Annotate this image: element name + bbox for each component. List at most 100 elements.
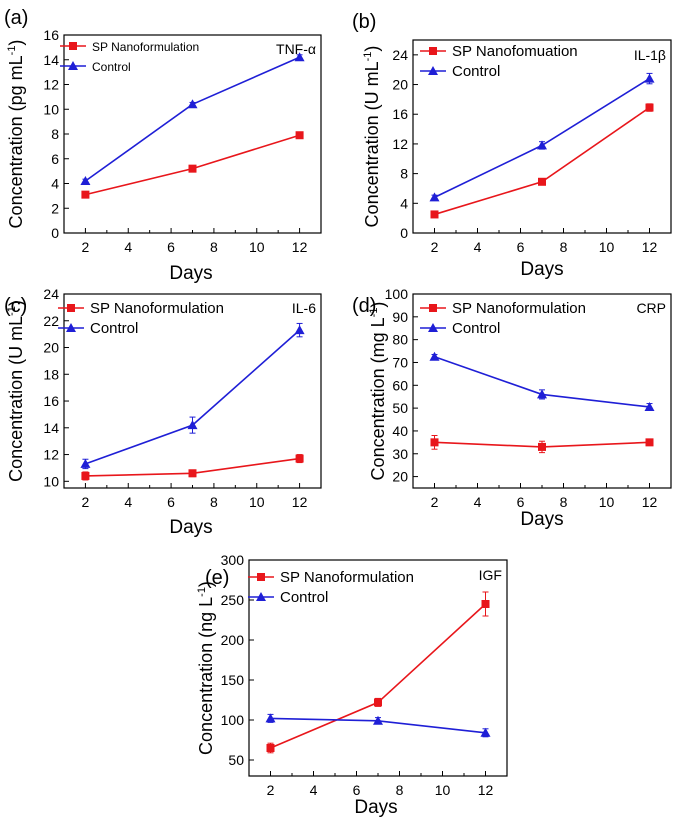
x-tick-label: 8	[210, 239, 218, 255]
y-axis-title: Concentration (pg mL-1)	[6, 40, 26, 229]
data-point-control	[373, 715, 383, 725]
y-tick-label: 100	[221, 712, 245, 728]
y-tick-label: 8	[400, 166, 408, 182]
data-point-sp	[430, 438, 439, 447]
y-tick-label: 150	[221, 672, 245, 688]
data-point-sp	[295, 131, 304, 140]
x-tick-label: 8	[560, 494, 568, 510]
data-point-control	[644, 73, 655, 83]
data-point-control	[537, 389, 547, 399]
data-point-sp	[538, 177, 546, 186]
y-tick-label: 60	[392, 377, 408, 393]
legend-entry: Control	[452, 63, 500, 80]
x-tick-label: 12	[642, 494, 658, 510]
legend-entry: Control	[90, 320, 138, 337]
data-point-control	[429, 192, 440, 202]
legend-marker	[429, 304, 437, 312]
data-point-sp	[295, 454, 304, 463]
data-point-sp	[81, 190, 90, 199]
data-point-sp	[645, 103, 654, 112]
x-tick-label: 2	[431, 239, 439, 255]
chart-panel-e: (e) 2 4 6 8 10 12 50 100 150 200 250 300 Days Concentr…	[196, 552, 508, 818]
y-tick-label: 2	[51, 200, 59, 216]
cytokine-tag: IL-1β	[634, 47, 666, 63]
y-tick-label: 80	[392, 332, 408, 348]
legend-entry: Control	[92, 60, 131, 74]
x-axis-title: Days	[169, 517, 212, 538]
data-point-control	[480, 727, 491, 737]
legend-entry: SP Nanoformulation	[280, 569, 414, 586]
x-tick-label: 6	[167, 494, 175, 510]
y-tick-label: 4	[51, 176, 59, 192]
x-tick-label: 8	[560, 239, 568, 255]
data-point-sp	[81, 471, 90, 480]
y-tick-label: 40	[392, 423, 408, 439]
y-tick-label: 100	[385, 286, 409, 302]
y-tick-label: 16	[43, 393, 59, 409]
y-tick-label: 22	[43, 313, 59, 329]
cytokine-tag: IL-6	[292, 300, 316, 316]
legend-marker	[256, 592, 266, 601]
data-point-sp	[481, 600, 490, 608]
cytokine-tag: IGF	[479, 567, 502, 583]
y-tick-label: 10	[43, 473, 59, 489]
data-point-control	[187, 420, 198, 430]
panel-label: (e)	[205, 567, 229, 589]
panel-label: (c)	[4, 295, 27, 317]
data-point-sp	[538, 442, 546, 451]
data-point-sp	[188, 469, 197, 478]
cytokine-tag: CRP	[636, 300, 666, 316]
legend-marker	[68, 61, 78, 70]
y-tick-label: 30	[392, 446, 408, 462]
x-axis-title: Days	[169, 263, 212, 284]
x-tick-label: 10	[249, 239, 265, 255]
y-axis-title: Concentration (U mL-1)	[6, 300, 26, 482]
y-tick-label: 8	[51, 126, 59, 142]
data-point-sp	[645, 438, 654, 447]
x-tick-label: 4	[124, 239, 132, 255]
y-tick-label: 14	[43, 420, 59, 436]
x-tick-label: 10	[599, 239, 615, 255]
y-tick-label: 12	[392, 136, 408, 152]
y-tick-label: 0	[51, 225, 59, 241]
y-tick-label: 0	[400, 225, 408, 241]
x-tick-label: 8	[396, 782, 404, 798]
y-tick-label: 10	[43, 101, 59, 117]
legend-entry: SP Nanofomuation	[452, 43, 578, 60]
y-tick-label: 12	[43, 77, 59, 93]
legend-entry: Control	[280, 589, 328, 606]
x-tick-label: 12	[292, 494, 308, 510]
x-tick-label: 12	[292, 239, 308, 255]
legend-marker	[69, 42, 77, 50]
y-tick-label: 20	[392, 77, 408, 93]
legend-entry: SP Nanoformulation	[92, 40, 199, 54]
data-point-control	[537, 140, 547, 150]
x-tick-label: 12	[642, 239, 658, 255]
y-tick-label: 300	[221, 552, 245, 568]
x-tick-label: 10	[435, 782, 451, 798]
y-tick-label: 24	[43, 286, 59, 302]
y-axis-title: Concentration (mg L-1)	[368, 302, 388, 481]
x-axis-title: Days	[520, 509, 563, 530]
y-tick-label: 18	[43, 366, 59, 382]
legend-marker	[428, 323, 438, 332]
chart-panel-a: (a) 2 4 6 8 10 12 0 2 4 6 8 10 12 14 16 Days Concentratio…	[4, 7, 322, 284]
y-tick-label: 4	[400, 195, 408, 211]
data-point-control	[265, 713, 276, 723]
x-tick-label: 10	[249, 494, 265, 510]
y-tick-label: 16	[392, 106, 408, 122]
chart-panel-b: (b)2 4 6 8 10 1204812162024DaysConcentration …	[352, 11, 672, 280]
chart-panel-d: (d) 2 4 6 8 10 12 20 30 40 50 60 70 80 90 100 Days Concen…	[352, 286, 672, 530]
y-tick-label: 90	[392, 309, 408, 325]
legend-entry: Control	[452, 320, 500, 337]
x-tick-label: 6	[353, 782, 361, 798]
y-tick-label: 14	[43, 52, 59, 68]
y-tick-label: 50	[392, 400, 408, 416]
x-tick-label: 8	[210, 494, 218, 510]
chart-panel-c: (c)2 4 6 8 10 121012141618202224DaysConcentra…	[4, 286, 322, 538]
x-tick-label: 2	[82, 494, 90, 510]
x-tick-label: 2	[82, 239, 90, 255]
x-tick-label: 12	[478, 782, 494, 798]
data-point-sp	[374, 698, 382, 707]
data-point-sp	[430, 210, 439, 219]
